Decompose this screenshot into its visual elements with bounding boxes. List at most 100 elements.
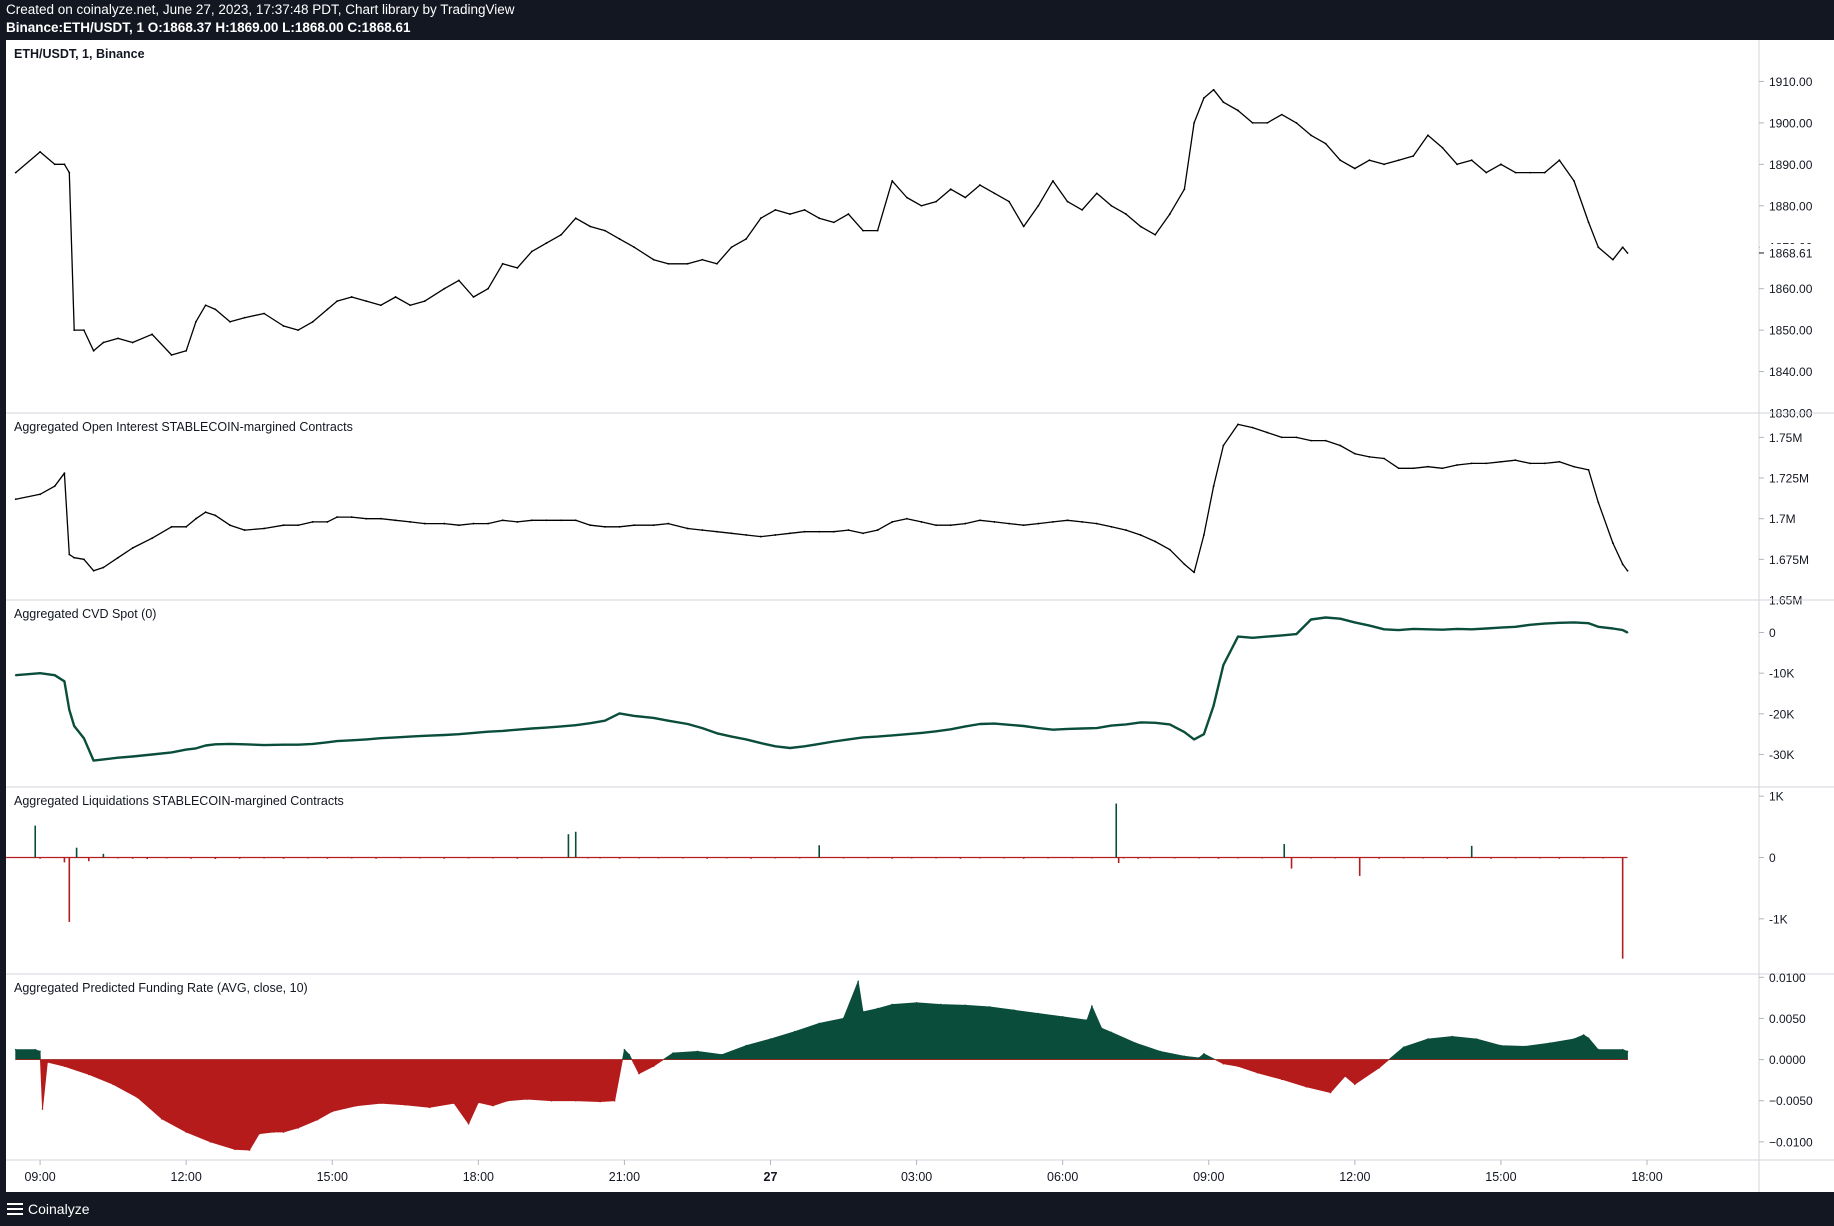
plot-area[interactable]: ETH/USDT, 1, Binance 1910.00 1900.00 1890.0… [6, 40, 1834, 1192]
cvd-data-point [516, 728, 519, 731]
x-tick-label: 21:00 [609, 1170, 640, 1184]
oi-data-point [1222, 444, 1225, 447]
price-data-point [117, 337, 119, 340]
oi-data-point [1597, 501, 1600, 504]
oi-data-point [311, 521, 314, 523]
price-data-point [1383, 163, 1385, 166]
pane-oi: Aggregated Open Interest STABLECOIN-marg… [14, 420, 1809, 608]
cvd-data-point [1500, 626, 1502, 629]
oi-data-point [803, 530, 806, 533]
cvd-data-point [394, 736, 397, 739]
price-data-point [935, 200, 937, 203]
price-data-point [949, 188, 952, 191]
oi-series-line [15, 423, 1629, 574]
y-tick-label: 1850.00 [1769, 324, 1813, 338]
oi-data-point [618, 525, 621, 528]
y-tick-label: 0.0050 [1769, 1012, 1806, 1026]
price-data-point [1168, 213, 1171, 215]
oi-data-point [409, 521, 412, 523]
oi-data-point [1339, 444, 1342, 447]
multi-pane-chart[interactable]: ETH/USDT, 1, Binance 1910.00 1900.00 1890.0… [6, 40, 1834, 1192]
cvd-data-point [1558, 621, 1561, 624]
funding-data-point [915, 1002, 918, 1004]
price-data-point [1066, 200, 1069, 203]
pane-price: ETH/USDT, 1, Binance 1910.00 1900.00 1890.0… [14, 47, 1833, 421]
price-data-point [1037, 204, 1040, 207]
cvd-data-point [1514, 625, 1517, 628]
cvd-data-point [1456, 627, 1458, 630]
y-tick-label: −0.0100 [1769, 1135, 1813, 1149]
oi-data-point [350, 516, 353, 518]
cvd-data-point [1612, 627, 1614, 630]
funding-data-point [331, 1110, 334, 1113]
price-data-point [818, 217, 821, 220]
cvd-data-point [789, 747, 791, 749]
price-data-point [185, 349, 188, 352]
oi-data-point [1139, 534, 1142, 536]
cvd-data-point [243, 743, 246, 746]
cvd-data-point [1573, 621, 1575, 624]
cvd-data-point [1587, 622, 1590, 625]
y-tick-label: 1.725M [1769, 472, 1809, 486]
funding-data-point [1237, 1065, 1239, 1067]
cvd-data-point [1125, 723, 1127, 726]
oi-data-point [365, 517, 368, 520]
price-data-point [1139, 225, 1142, 228]
brand-label[interactable]: Coinalyze [28, 1201, 90, 1217]
y-tick-label: -1K [1769, 912, 1788, 926]
price-data-point [204, 304, 207, 307]
ohlc-values: O:1868.37 H:1869.00 L:1868.00 C:1868.61 [147, 20, 411, 35]
cvd-data-point [730, 735, 733, 738]
cvd-data-point [1353, 621, 1356, 624]
price-data-point [1193, 121, 1196, 124]
cvd-data-point [1543, 622, 1546, 625]
cvd-data-point [545, 726, 548, 729]
oi-data-point [63, 472, 66, 475]
y-tick-label: -10K [1769, 667, 1794, 681]
coinalyze-logo-icon [7, 1203, 23, 1217]
price-data-point [1081, 209, 1084, 211]
cvd-data-point [745, 738, 748, 741]
funding-data-point [1344, 1075, 1346, 1077]
oi-data-point [1237, 423, 1239, 426]
oi-data-point [1514, 459, 1517, 462]
cvd-data-point [73, 725, 76, 727]
y-tick-label: 1.675M [1769, 553, 1809, 567]
y-tick-label: 1880.00 [1769, 199, 1813, 213]
funding-data-point [380, 1102, 382, 1105]
price-data-point [832, 221, 835, 224]
price-data-point [1295, 121, 1298, 124]
cvd-data-point [1052, 728, 1054, 731]
cvd-data-point [876, 735, 879, 738]
oi-data-point [560, 519, 563, 522]
cvd-data-point [1295, 633, 1298, 636]
cvd-data-point [993, 722, 996, 725]
funding-data-point [1500, 1044, 1502, 1047]
cvd-data-point [1368, 624, 1371, 627]
cvd-data-point [14, 674, 17, 677]
oi-data-point [701, 529, 704, 531]
oi-data-point [487, 522, 489, 525]
x-tick-label: 03:00 [901, 1170, 932, 1184]
cvd-data-point [1095, 727, 1098, 729]
cvd-data-point [633, 714, 636, 717]
cvd-data-point [1339, 617, 1342, 620]
chart-footer: Coinalyze [0, 1192, 1834, 1226]
funding-data-point [1451, 1035, 1454, 1038]
price-data-point [102, 341, 105, 344]
oi-data-point [1295, 436, 1298, 439]
funding-data-point [1198, 1057, 1200, 1059]
price-data-point [472, 296, 475, 298]
price-data-point [1368, 159, 1371, 162]
funding-data-point [14, 1048, 17, 1051]
cvd-data-point [380, 737, 382, 740]
oi-data-point [92, 569, 95, 572]
price-data-point [1456, 163, 1458, 166]
chart-header: Created on coinalyze.net, June 27, 2023,… [0, 0, 1834, 40]
oi-data-point [935, 524, 937, 527]
oi-data-point [1456, 464, 1458, 466]
price-data-point [1202, 97, 1205, 99]
oi-data-point [1426, 465, 1429, 468]
price-data-point [1222, 101, 1225, 104]
funding-data-point [112, 1083, 114, 1086]
